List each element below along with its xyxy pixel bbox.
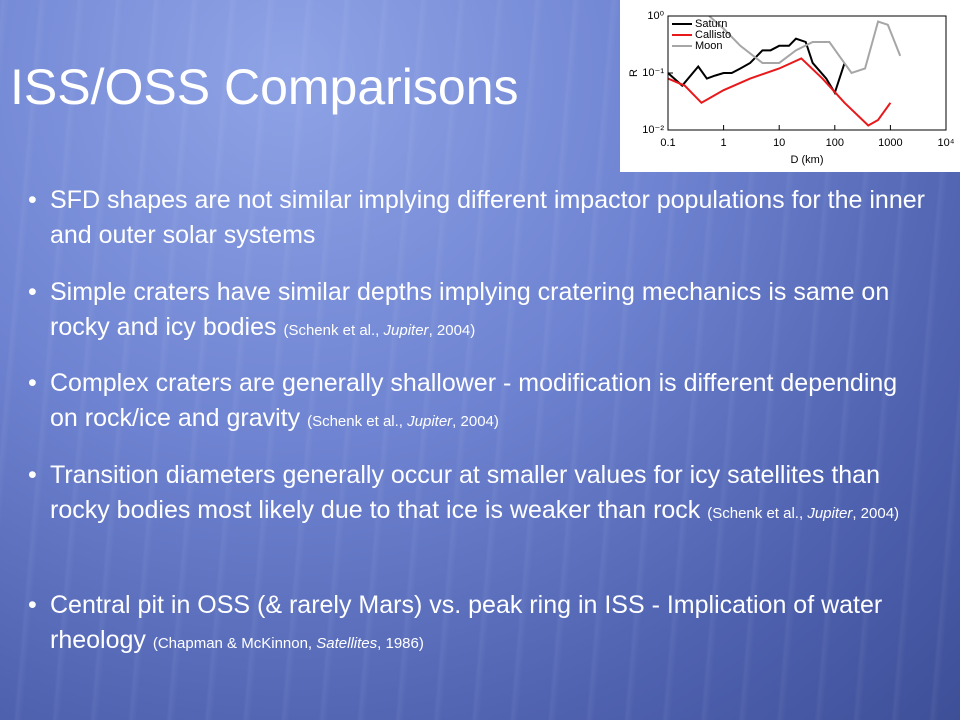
series-line bbox=[668, 57, 892, 127]
x-tick-label: 10⁴ bbox=[938, 137, 955, 149]
x-tick-label: 1000 bbox=[878, 137, 902, 149]
citation-part: (Schenk et al., bbox=[707, 505, 808, 522]
citation-part: Satellites bbox=[316, 635, 378, 652]
inset-chart: 0.1 1 10 100 1000 10⁴ 10⁻² 10⁻¹ 10⁰ D (km) R Saturn… bbox=[620, 0, 960, 172]
citation-part: , 2004) bbox=[452, 413, 499, 430]
citation-part: (Schenk et al., bbox=[283, 322, 384, 339]
citation-part: (Schenk et al., bbox=[307, 413, 408, 430]
bullet: • SFD shapes are not similar implying dif… bbox=[28, 183, 928, 253]
citation-part: , 2004) bbox=[428, 322, 476, 339]
series-line bbox=[668, 37, 846, 96]
citation-part: Jupiter bbox=[383, 322, 429, 339]
bullet-marker: • bbox=[28, 369, 37, 397]
legend-label: Saturn bbox=[695, 18, 727, 30]
bullet-marker: • bbox=[28, 278, 37, 306]
bullet-marker: • bbox=[28, 461, 37, 489]
bullet: • Central pit in OSS (& rarely Mars) vs. … bbox=[28, 588, 928, 661]
chart-background bbox=[620, 0, 960, 172]
y-axis-label: R bbox=[628, 69, 640, 77]
y-tick-label: 10⁰ bbox=[647, 10, 664, 22]
bullet-main-text: Transition diameters generally occur at … bbox=[50, 461, 880, 524]
bullet-marker: • bbox=[28, 186, 37, 214]
bullet: • Simple craters have similar depths impl… bbox=[28, 275, 928, 348]
bullet: • Transition diameters generally occur at… bbox=[28, 458, 928, 531]
bullet-main-text: SFD shapes are not similar implying diff… bbox=[50, 186, 925, 249]
bullet-main-text: Complex craters are generally shallower … bbox=[50, 369, 898, 432]
y-tick-label: 10⁻¹ bbox=[642, 67, 664, 79]
x-tick-label: 1 bbox=[721, 137, 727, 149]
x-tick-label: 10 bbox=[773, 137, 785, 149]
bullet-text: SFD shapes are not similar implying diff… bbox=[50, 183, 928, 253]
x-axis-label: D (km) bbox=[791, 154, 824, 166]
legend-label: Moon bbox=[695, 40, 723, 52]
bullet-text: Central pit in OSS (& rarely Mars) vs. p… bbox=[50, 588, 928, 661]
bullet-text: Transition diameters generally occur at … bbox=[50, 458, 928, 531]
citation-part: (Chapman & McKinnon, bbox=[152, 635, 317, 652]
series-line bbox=[708, 16, 902, 75]
bullet-main-text: Central pit in OSS (& rarely Mars) vs. p… bbox=[50, 591, 883, 654]
citation-part: , 2004) bbox=[852, 505, 900, 522]
legend-label: Callisto bbox=[695, 29, 731, 41]
citation: (Schenk et al., Jupiter, 2004) bbox=[707, 505, 899, 522]
citation: (Schenk et al., Jupiter, 2004) bbox=[283, 322, 475, 339]
x-tick-label: 100 bbox=[826, 137, 844, 149]
x-tick-label: 0.1 bbox=[660, 137, 675, 149]
citation-part: , 1986) bbox=[377, 635, 424, 652]
plot-frame bbox=[667, 15, 947, 131]
y-tick-label: 10⁻² bbox=[642, 124, 664, 136]
bullet: • Complex craters are generally shallower… bbox=[28, 366, 928, 439]
bullet-main-text: Simple craters have similar depths imply… bbox=[50, 278, 890, 341]
slide-title: ISS/OSS Comparisons bbox=[10, 59, 519, 115]
bullet-text: Complex craters are generally shallower … bbox=[50, 366, 928, 439]
bullet-marker: • bbox=[28, 591, 37, 619]
citation: (Chapman & McKinnon, Satellites, 1986) bbox=[153, 635, 424, 652]
citation-part: Jupiter bbox=[807, 505, 853, 522]
bullet-text: Simple craters have similar depths imply… bbox=[50, 275, 928, 348]
citation: (Schenk et al., Jupiter, 2004) bbox=[307, 413, 499, 430]
citation-part: Jupiter bbox=[407, 413, 453, 430]
